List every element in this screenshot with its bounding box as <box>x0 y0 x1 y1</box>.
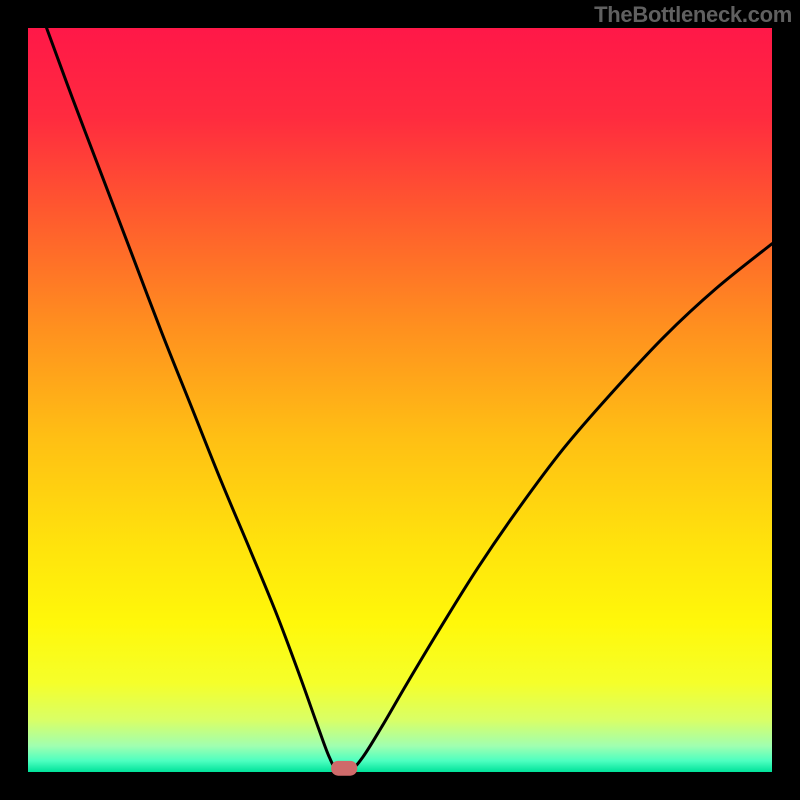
watermark-text: TheBottleneck.com <box>594 2 792 28</box>
bottleneck-chart <box>0 0 800 800</box>
chart-container: TheBottleneck.com <box>0 0 800 800</box>
minimum-marker <box>331 761 357 776</box>
